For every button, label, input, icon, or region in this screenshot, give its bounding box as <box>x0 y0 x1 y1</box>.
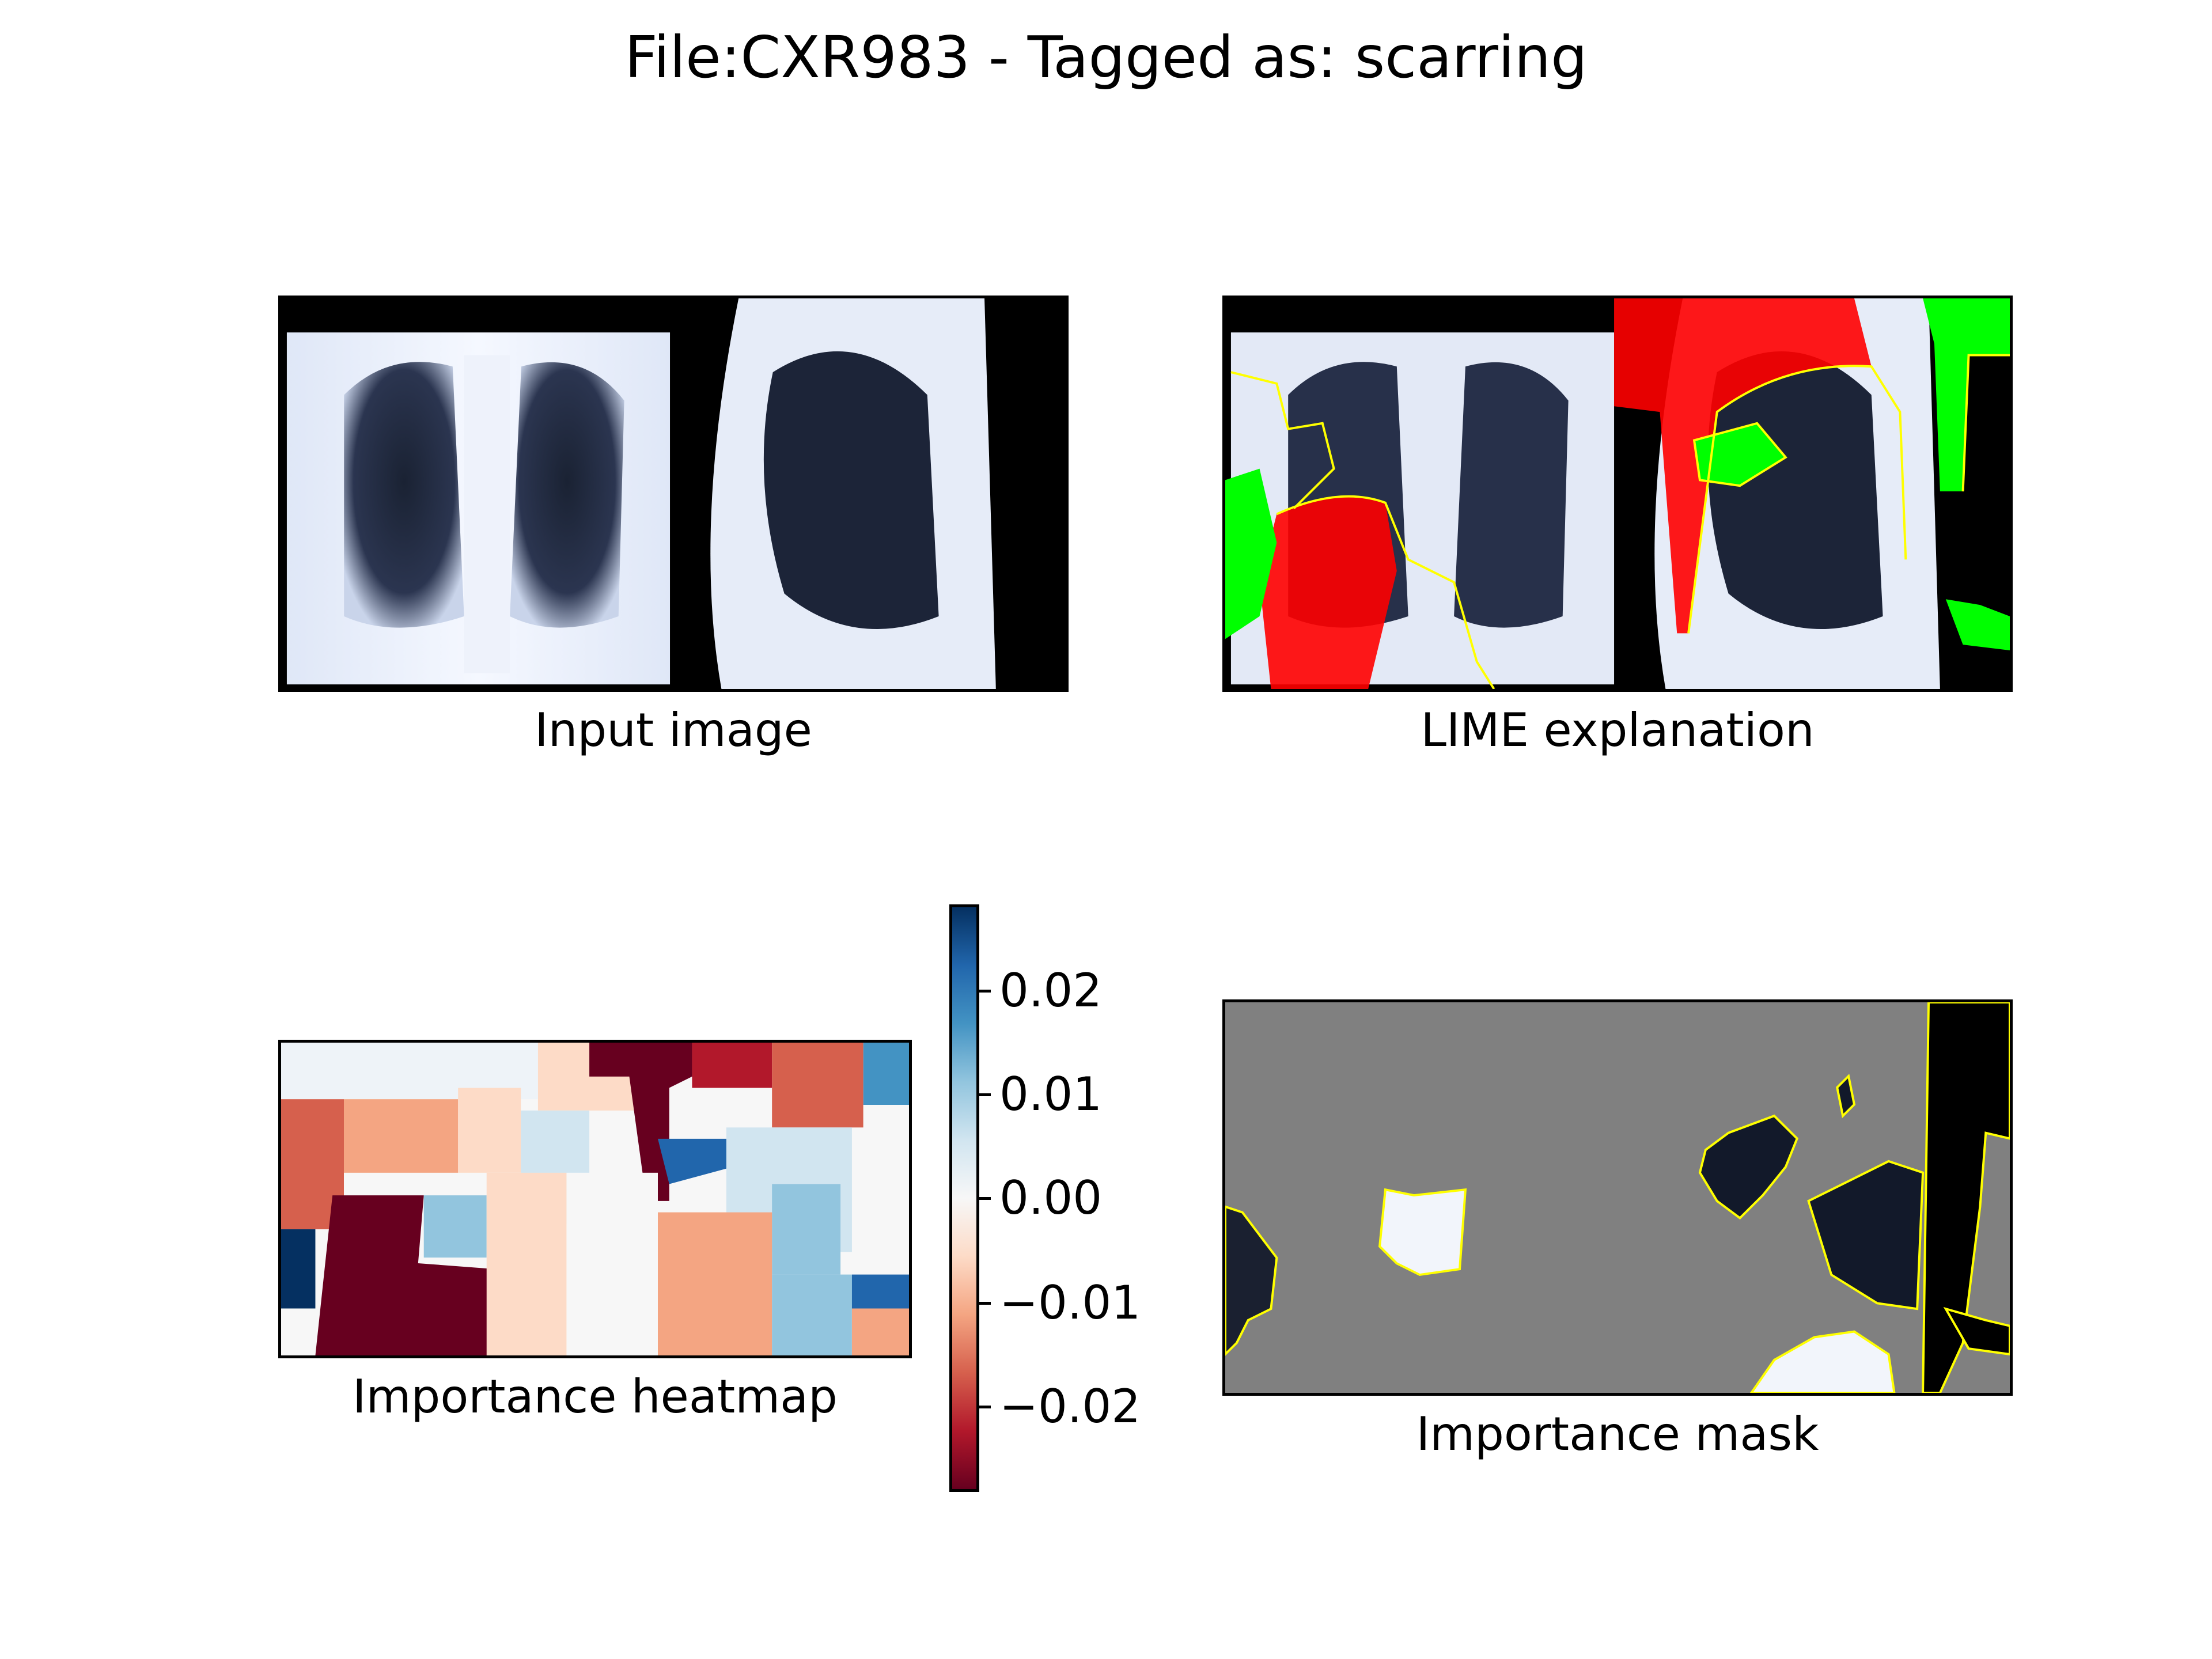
importance-mask-caption: Importance mask <box>1416 1407 1819 1461</box>
colorbar-tick-mark <box>979 1093 991 1096</box>
input-image-panel <box>278 296 1069 692</box>
colorbar-tick-mark <box>979 1197 991 1200</box>
chest-xray-image <box>281 298 1066 689</box>
colorbar-tick-mark <box>979 990 991 993</box>
importance-heatmap-panel <box>278 1040 912 1358</box>
importance-heatmap-image <box>281 1043 909 1355</box>
figure-title: File:CXR983 - Tagged as: scarring <box>624 24 1588 91</box>
input-image-caption: Input image <box>535 703 812 757</box>
colorbar-tick-label: −0.02 <box>999 1380 1141 1433</box>
importance-mask-panel <box>1222 999 2013 1396</box>
heatmap-colorbar <box>949 904 979 1492</box>
colorbar-tick-label: −0.01 <box>999 1276 1141 1330</box>
colorbar-tick-label: 0.02 <box>999 964 1103 1017</box>
importance-mask-image <box>1225 1002 2010 1393</box>
colorbar-tick-label: 0.00 <box>999 1171 1103 1225</box>
colorbar-tick-mark <box>979 1406 991 1408</box>
colorbar-tick-label: 0.01 <box>999 1067 1103 1121</box>
lime-overlay-image <box>1225 298 2010 689</box>
lime-explanation-panel <box>1222 296 2013 692</box>
lime-explanation-caption: LIME explanation <box>1421 703 1815 757</box>
importance-heatmap-caption: Importance heatmap <box>353 1370 838 1423</box>
colorbar-tick-mark <box>979 1302 991 1305</box>
